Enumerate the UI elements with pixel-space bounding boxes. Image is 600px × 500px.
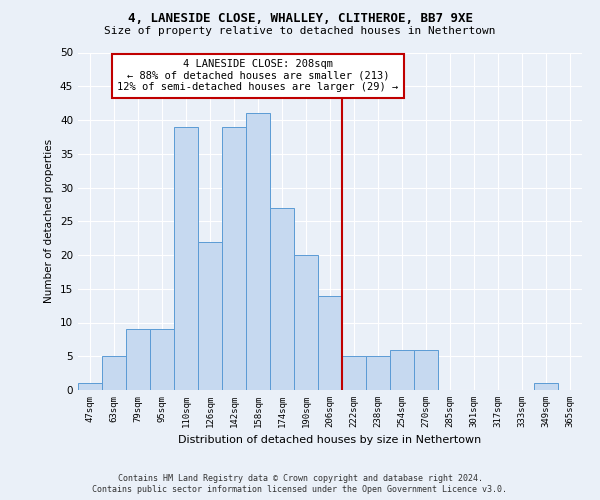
Bar bbox=[198, 242, 222, 390]
Bar bbox=[318, 296, 342, 390]
Bar bbox=[102, 356, 126, 390]
Text: Contains HM Land Registry data © Crown copyright and database right 2024.
Contai: Contains HM Land Registry data © Crown c… bbox=[92, 474, 508, 494]
Bar bbox=[390, 350, 414, 390]
Text: 4, LANESIDE CLOSE, WHALLEY, CLITHEROE, BB7 9XE: 4, LANESIDE CLOSE, WHALLEY, CLITHEROE, B… bbox=[128, 12, 473, 24]
Bar bbox=[414, 350, 438, 390]
Bar bbox=[534, 383, 558, 390]
Bar bbox=[222, 126, 246, 390]
Bar bbox=[78, 383, 102, 390]
Text: Size of property relative to detached houses in Nethertown: Size of property relative to detached ho… bbox=[104, 26, 496, 36]
Bar bbox=[342, 356, 366, 390]
Y-axis label: Number of detached properties: Number of detached properties bbox=[44, 139, 55, 304]
Bar bbox=[366, 356, 390, 390]
Bar bbox=[270, 208, 294, 390]
Bar bbox=[174, 126, 198, 390]
Bar bbox=[294, 255, 318, 390]
Bar bbox=[126, 329, 150, 390]
Bar bbox=[150, 329, 174, 390]
Text: 4 LANESIDE CLOSE: 208sqm
← 88% of detached houses are smaller (213)
12% of semi-: 4 LANESIDE CLOSE: 208sqm ← 88% of detach… bbox=[118, 59, 398, 92]
X-axis label: Distribution of detached houses by size in Nethertown: Distribution of detached houses by size … bbox=[178, 436, 482, 446]
Bar bbox=[246, 114, 270, 390]
